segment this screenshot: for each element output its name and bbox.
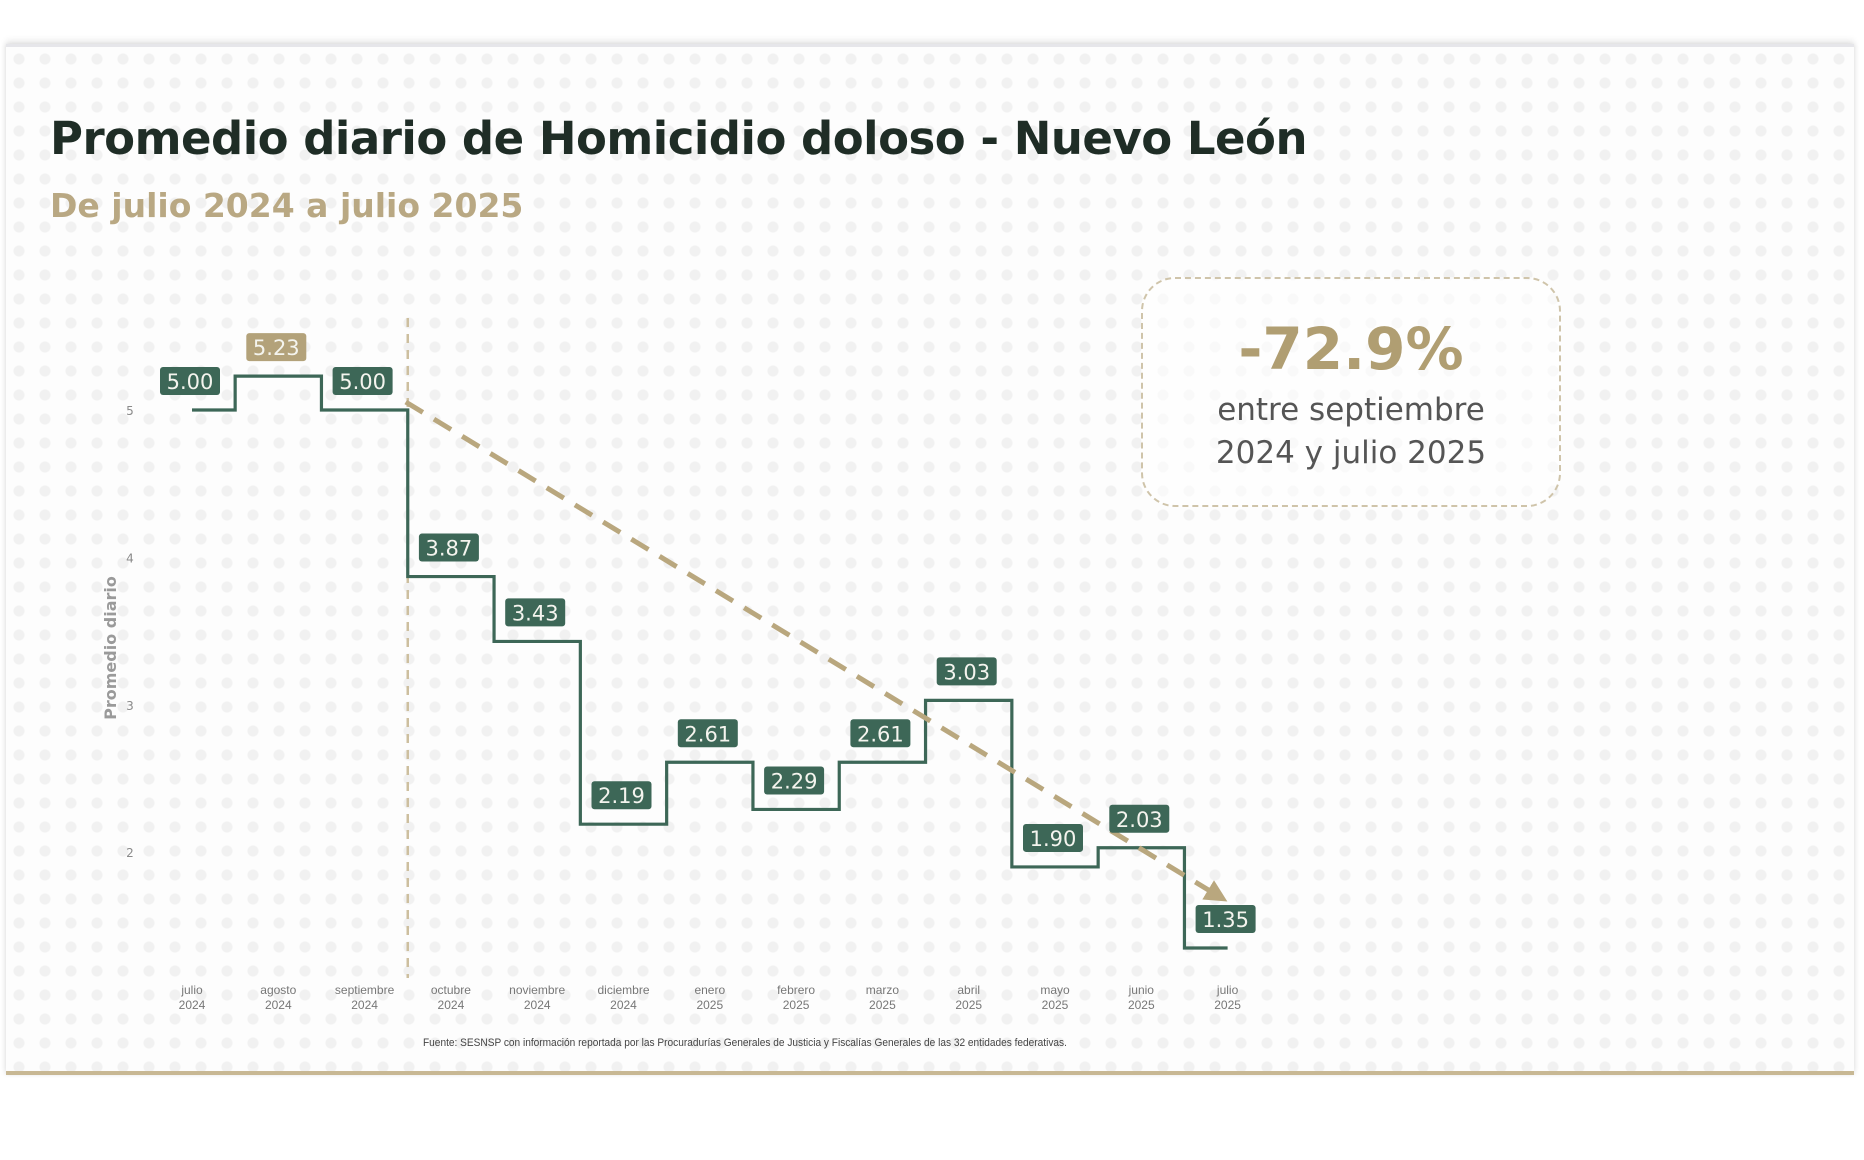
data-label: 5.00 xyxy=(160,367,220,395)
y-tick-label: 3 xyxy=(126,699,134,713)
data-label-text: 5.23 xyxy=(253,336,300,360)
data-label-box xyxy=(1195,905,1256,934)
x-tick-year: 2025 xyxy=(955,998,982,1012)
data-label-text: 1.90 xyxy=(1030,827,1077,851)
data-label-box xyxy=(505,598,566,627)
change-description-line1: entre septiembre xyxy=(1217,392,1485,428)
data-label-box xyxy=(591,781,652,810)
x-tick-month: julio xyxy=(180,983,203,997)
x-tick-year: 2024 xyxy=(179,998,206,1012)
data-label-box xyxy=(1023,823,1083,852)
x-tick-year: 2025 xyxy=(1214,998,1241,1012)
x-tick-year: 2025 xyxy=(869,998,896,1012)
x-tick-year: 2024 xyxy=(610,998,637,1012)
data-label-box xyxy=(677,719,738,748)
x-tick-year: 2025 xyxy=(1042,998,1069,1012)
trend-arrow xyxy=(404,399,1228,902)
data-label-text: 2.61 xyxy=(857,722,904,746)
chart-title: Promedio diario de Homicidio doloso - Nu… xyxy=(50,112,1307,165)
series-step-line xyxy=(192,374,1228,950)
data-label-text: 2.29 xyxy=(771,769,818,793)
data-label-text: 2.03 xyxy=(1116,808,1163,832)
data-label-text: 5.00 xyxy=(167,370,214,394)
data-label: 2.29 xyxy=(764,766,825,795)
data-label-text: 5.00 xyxy=(339,370,386,394)
data-labels: 5.00 5.23 5.00 3.87 3.43 2.19 2.61 2.29 2.61 3.03… xyxy=(160,333,1256,934)
change-description-line2: 2024 y julio 2025 xyxy=(1215,435,1487,471)
x-tick-month: mayo xyxy=(1040,983,1070,997)
x-tick-month: febrero xyxy=(777,983,815,997)
y-tick-label: 5 xyxy=(126,404,134,418)
x-tick-month: agosto xyxy=(260,983,296,997)
x-tick-year: 2025 xyxy=(783,998,810,1012)
data-label-box xyxy=(246,333,307,362)
x-tick-year: 2024 xyxy=(438,998,465,1012)
data-label: 1.35 xyxy=(1195,905,1256,934)
x-tick-month: septiembre xyxy=(335,983,395,997)
x-tick-month: abril xyxy=(957,983,980,997)
x-tick-month: junio xyxy=(1128,983,1155,997)
data-label-text: 2.61 xyxy=(684,722,731,746)
y-tick-label: 4 xyxy=(126,551,134,565)
change-percentage: -72.9% xyxy=(1238,315,1464,383)
data-label: 2.19 xyxy=(591,781,652,810)
change-callout: -72.9% entre septiembre 2024 y julio 202… xyxy=(1141,277,1561,507)
data-label-text: 3.87 xyxy=(426,537,473,561)
data-label-box xyxy=(764,766,825,795)
y-axis: Promedio diario 2 3 4 5 xyxy=(101,404,134,860)
x-tick-year: 2025 xyxy=(1128,998,1155,1012)
x-tick-year: 2025 xyxy=(696,998,723,1012)
x-tick-year: 2024 xyxy=(524,998,551,1012)
data-label: 3.43 xyxy=(505,598,566,627)
x-tick-month: octubre xyxy=(431,983,471,997)
data-label-text: 3.43 xyxy=(512,601,559,625)
change-description: entre septiembre 2024 y julio 2025 xyxy=(1143,389,1559,475)
y-axis-label: Promedio diario xyxy=(101,576,120,720)
x-tick-year: 2024 xyxy=(265,998,292,1012)
data-label-text: 3.03 xyxy=(943,660,990,684)
x-tick-month: noviembre xyxy=(509,983,565,997)
y-tick-label: 2 xyxy=(126,846,134,860)
data-label-box xyxy=(850,719,911,748)
source-note: Fuente: SESNSP con información reportada… xyxy=(423,1037,1067,1049)
data-label-text: 1.35 xyxy=(1202,908,1249,932)
x-axis: julio2024agosto2024septiembre2024octubre… xyxy=(179,983,1242,1012)
data-label-box xyxy=(332,367,393,395)
x-tick-year: 2024 xyxy=(351,998,378,1012)
data-label-text: 2.19 xyxy=(598,784,645,808)
data-label: 5.23 xyxy=(246,333,307,362)
x-tick-month: diciembre xyxy=(597,983,649,997)
data-label: 1.90 xyxy=(1023,823,1083,852)
x-tick-month: enero xyxy=(694,983,725,997)
chart-card xyxy=(6,44,1854,1075)
data-label-box xyxy=(418,533,479,562)
data-label: 2.61 xyxy=(850,719,911,748)
data-label-box xyxy=(160,367,220,395)
data-label-box xyxy=(1109,804,1170,833)
chart-subtitle: De julio 2024 a julio 2025 xyxy=(50,186,524,225)
data-label: 2.03 xyxy=(1109,804,1170,833)
data-label: 5.00 xyxy=(332,367,393,395)
data-label: 3.87 xyxy=(418,533,479,562)
data-label: 3.03 xyxy=(936,657,997,686)
x-tick-month: marzo xyxy=(866,983,900,997)
data-label-box xyxy=(936,657,997,686)
x-tick-month: julio xyxy=(1216,983,1239,997)
data-label: 2.61 xyxy=(677,719,738,748)
